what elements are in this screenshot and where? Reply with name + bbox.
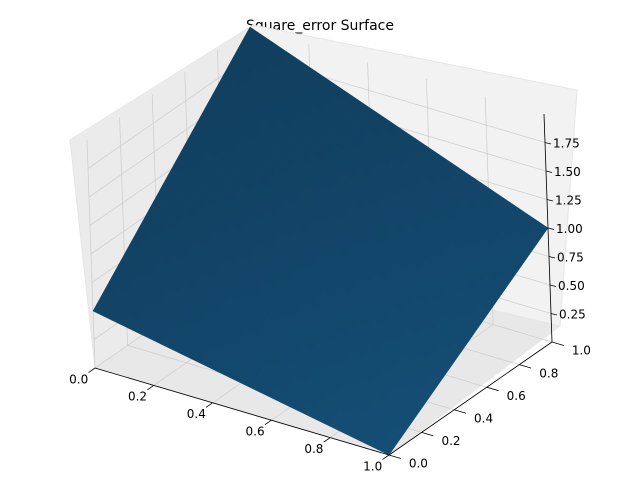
z-tick-6 [544,142,552,145]
tick-labels: 0.0 0.2 0.4 0.6 0.8 1.0 0.0 0.2 0.4 0.6 0.8 1.0 0.25… [69,137,591,474]
x-tick-label: 0.6 [246,425,265,439]
x-tick-label: 0.0 [69,372,88,386]
x-tick-label: 1.0 [363,459,382,473]
z-tick-5 [545,170,553,173]
surface-cell-899 [378,442,395,456]
z-tick-label: 1.00 [556,222,583,236]
x-tick-label: 0.8 [304,442,323,456]
z-tick-label: 0.25 [559,308,586,322]
y-tick-1 [421,432,434,437]
z-tick-4 [546,199,554,202]
x-tick-label: 0.4 [187,407,206,421]
y-tick-5 [551,341,564,346]
x-tick-3 [264,419,272,426]
y-tick-label: 1.0 [572,344,591,358]
x-tick-2 [205,402,213,408]
z-tick-2 [548,256,556,259]
x-axis-line [94,367,390,456]
y-tick-label: 0.4 [474,412,493,426]
y-tick-4 [519,364,532,369]
z-tick-label: 1.25 [555,194,582,208]
y-tick-3 [486,386,499,392]
y-tick-label: 0.6 [507,389,526,403]
x-tick-5 [382,454,390,460]
y-axis-line [388,341,553,456]
chart-title: Square_error Surface [246,18,394,34]
y-tick-label: 0.2 [441,434,460,448]
z-tick-label: 1.50 [554,165,581,179]
z-tick-label: 1.75 [553,137,580,151]
x-tick-1 [147,385,155,391]
z-tick-label: 0.75 [557,251,584,265]
y-tick-label: 0.8 [539,366,558,380]
y-tick-label: 0.0 [409,457,428,471]
x-tick-0 [88,367,96,373]
error-surface [92,26,549,456]
y-tick-2 [454,409,467,414]
x-tick-4 [323,437,331,443]
z-tick-label: 0.50 [558,279,585,293]
z-tick-0 [550,313,558,316]
z-tick-3 [547,227,555,230]
x-tick-label: 0.2 [128,390,147,404]
z-tick-1 [549,284,557,287]
y-tick-0 [388,454,401,459]
